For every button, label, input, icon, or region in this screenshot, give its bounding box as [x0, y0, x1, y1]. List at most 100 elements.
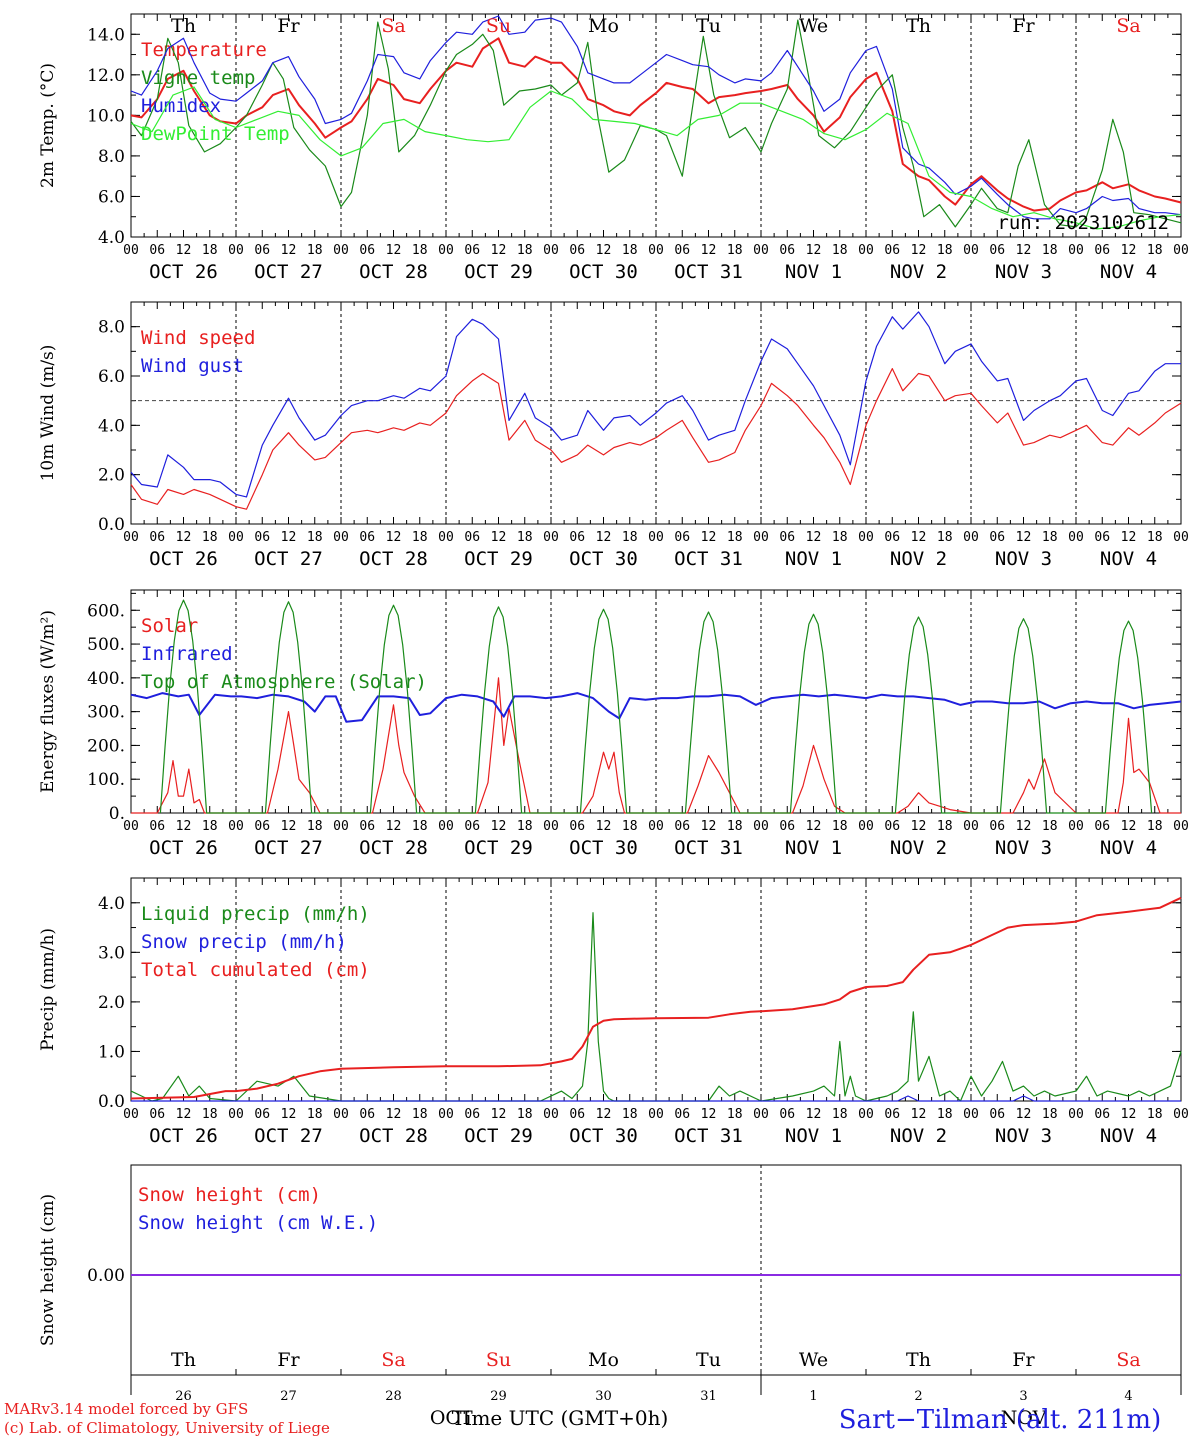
- hour-tick-label: 06: [254, 530, 270, 545]
- hour-tick-label: 00: [963, 1107, 979, 1122]
- hour-tick-label: 06: [569, 819, 585, 834]
- y-tick-label: 500.: [87, 635, 125, 655]
- hour-tick-label: 00: [858, 530, 874, 545]
- hour-tick-label: 18: [202, 819, 218, 834]
- hour-tick-label: 12: [491, 819, 507, 834]
- y-tick-label: 0.0: [98, 1092, 125, 1112]
- hour-tick-label: 06: [254, 819, 270, 834]
- hour-tick-label: 18: [202, 1107, 218, 1122]
- day-name: Th: [906, 1349, 931, 1371]
- hour-tick-label: 00: [963, 819, 979, 834]
- hour-tick-label: 00: [1068, 243, 1084, 258]
- day-number: 4: [1124, 1389, 1132, 1404]
- hour-tick-label: 12: [1016, 1107, 1032, 1122]
- station-label: Sart−Tilman (alt. 211m): [839, 1405, 1161, 1435]
- hour-tick-label: 12: [176, 819, 192, 834]
- day-name: Fr: [277, 15, 300, 37]
- hour-tick-label: 06: [359, 530, 375, 545]
- day-number: 27: [280, 1389, 297, 1404]
- hour-tick-label: 06: [989, 1107, 1005, 1122]
- day-number: 1: [809, 1389, 817, 1404]
- y-axis-label: Precip (mm/h): [38, 928, 58, 1051]
- hour-tick-label: 06: [1094, 1107, 1110, 1122]
- hour-tick-label: 06: [884, 819, 900, 834]
- hour-tick-label: 18: [622, 819, 638, 834]
- hour-tick-label: 18: [832, 819, 848, 834]
- hour-tick-label: 12: [1121, 530, 1137, 545]
- hour-tick-label: 18: [412, 1107, 428, 1122]
- date-label: OCT 31: [674, 548, 743, 570]
- y-tick-label: 2.0: [98, 993, 125, 1013]
- hour-tick-label: 00: [753, 243, 769, 258]
- hour-tick-label: 12: [281, 243, 297, 258]
- hour-tick-label: 18: [727, 819, 743, 834]
- month-label: NOV: [1001, 1407, 1047, 1429]
- hour-tick-label: 00: [543, 530, 559, 545]
- hour-tick-label: 18: [412, 819, 428, 834]
- hour-tick-label: 18: [412, 243, 428, 258]
- hour-tick-label: 12: [701, 530, 717, 545]
- hour-tick-label: 18: [1042, 243, 1058, 258]
- legend-entry: Infrared: [141, 643, 233, 665]
- hour-tick-label: 12: [386, 819, 402, 834]
- hour-tick-label: 06: [569, 243, 585, 258]
- hour-tick-label: 06: [779, 530, 795, 545]
- y-tick-label: 400.: [87, 669, 125, 689]
- y-tick-label: 3.0: [98, 943, 125, 963]
- day-name: Sa: [1116, 15, 1140, 37]
- hour-tick-label: 18: [412, 530, 428, 545]
- date-label: OCT 29: [464, 1125, 533, 1147]
- x-axis-label: Time UTC (GMT+0h): [452, 1406, 669, 1430]
- date-label: OCT 31: [674, 261, 743, 283]
- hour-tick-label: 00: [753, 819, 769, 834]
- panel-2: 00 06 12 18 00 06 12 18 00 06 12 18 00 06 12 18 00 06 12 18…: [38, 301, 1189, 570]
- y-tick-label: 1.0: [98, 1042, 125, 1062]
- hour-tick-label: 00: [333, 819, 349, 834]
- hour-tick-label: 00: [753, 1107, 769, 1122]
- hour-tick-label: 12: [1121, 1107, 1137, 1122]
- date-label: NOV 2: [890, 261, 947, 283]
- y-tick-label: 8.0: [98, 147, 125, 167]
- hour-tick-label: 18: [1147, 819, 1163, 834]
- hour-tick-label: 18: [307, 1107, 323, 1122]
- day-name: Tu: [696, 1349, 721, 1371]
- day-name: Mo: [588, 1349, 619, 1371]
- hour-tick-label: 18: [1042, 1107, 1058, 1122]
- y-axis-label: Snow height (cm): [38, 1194, 58, 1346]
- hour-tick-label: 06: [464, 819, 480, 834]
- panel-1: 00 06 12 18 00 06 12 18 00 06 12 18 00 06 12 18 00 06 12 18…: [38, 13, 1189, 283]
- hour-tick-label: 06: [989, 243, 1005, 258]
- hour-tick-label: 12: [701, 243, 717, 258]
- y-tick-label: 4.0: [98, 416, 125, 436]
- hour-tick-label: 12: [596, 819, 612, 834]
- date-label: OCT 26: [149, 261, 218, 283]
- hour-tick-label: 00: [753, 530, 769, 545]
- date-label: OCT 26: [149, 837, 218, 859]
- hour-tick-label: 00: [1068, 819, 1084, 834]
- hour-tick-label: 18: [307, 530, 323, 545]
- legend-entry: Snow height (cm): [138, 1184, 321, 1206]
- date-label: OCT 31: [674, 837, 743, 859]
- y-tick-label: 0.: [109, 804, 125, 824]
- day-name: Su: [486, 15, 511, 37]
- hour-tick-label: 06: [989, 819, 1005, 834]
- series-line-cumul: [130, 896, 1182, 1100]
- hour-tick-label: 12: [1016, 530, 1032, 545]
- hour-tick-label: 18: [202, 530, 218, 545]
- day-number: 28: [385, 1389, 402, 1404]
- hour-tick-label: 18: [727, 1107, 743, 1122]
- date-label: NOV 1: [785, 548, 842, 570]
- hour-tick-label: 12: [701, 1107, 717, 1122]
- hour-tick-label: 12: [806, 1107, 822, 1122]
- date-label: OCT 27: [254, 837, 323, 859]
- hour-tick-label: 18: [622, 243, 638, 258]
- hour-tick-label: 00: [543, 819, 559, 834]
- hour-tick-label: 00: [543, 1107, 559, 1122]
- hour-tick-label: 12: [806, 243, 822, 258]
- day-name: Th: [171, 1349, 196, 1371]
- hour-tick-label: 06: [464, 530, 480, 545]
- y-tick-label: 12.0: [87, 66, 125, 86]
- hour-tick-label: 12: [386, 530, 402, 545]
- day-name: Fr: [277, 1349, 300, 1371]
- y-tick-label: 600.: [87, 601, 125, 621]
